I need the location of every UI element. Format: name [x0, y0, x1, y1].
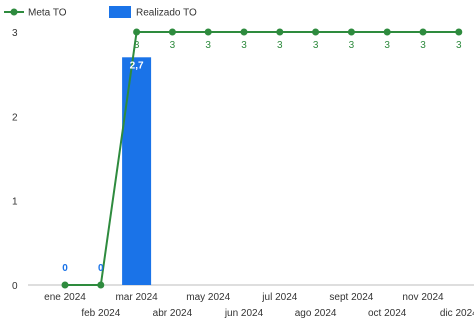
legend-line-marker	[10, 8, 18, 16]
line-point	[312, 28, 320, 36]
bar-data-label: 2,7	[130, 60, 144, 71]
line-point	[347, 28, 355, 36]
line-data-label: 3	[313, 40, 319, 51]
line-series	[61, 28, 463, 289]
y-tick-label: 0	[12, 281, 18, 292]
legend-bar-swatch	[109, 6, 131, 18]
y-tick-label: 2	[12, 112, 18, 123]
line-point	[383, 28, 391, 36]
bar-series	[122, 57, 152, 285]
x-tick-label: jul 2024	[261, 292, 297, 303]
line-data-label: 0	[98, 263, 104, 274]
line-data-label: 3	[277, 40, 283, 51]
line-point	[240, 28, 248, 36]
x-tick-label: may 2024	[186, 292, 230, 303]
legend-label-meta-to: Meta TO	[28, 8, 67, 19]
x-tick-label: nov 2024	[402, 292, 444, 303]
line-point	[168, 28, 176, 36]
line-data-label: 3	[349, 40, 355, 51]
line-data-label: 3	[420, 40, 426, 51]
line-point	[204, 28, 212, 36]
line-point	[61, 281, 69, 289]
line-data-label: 3	[134, 40, 140, 51]
line-data-label: 3	[384, 40, 390, 51]
x-tick-label: ago 2024	[295, 308, 337, 319]
line-data-label: 3	[170, 40, 176, 51]
y-tick-label: 3	[12, 28, 18, 39]
line-point	[455, 28, 463, 36]
legend: Meta TO Realizado TO	[4, 6, 197, 19]
line-point	[419, 28, 427, 36]
x-tick-label: feb 2024	[81, 308, 120, 319]
data-labels: 0 0 3 3 3 3 3 3 3 3 3 3 2,7	[62, 40, 462, 274]
y-axis: 0 1 2 3	[12, 28, 18, 292]
line-data-label: 0	[62, 263, 68, 274]
line-data-label: 3	[241, 40, 247, 51]
x-axis: ene 2024 feb 2024 mar 2024 abr 2024 may 2024…	[28, 284, 474, 319]
line-point	[133, 28, 141, 36]
line-point	[97, 281, 105, 289]
x-tick-label: jun 2024	[224, 308, 264, 319]
legend-label-realizado-to: Realizado TO	[136, 8, 197, 19]
x-tick-label: mar 2024	[115, 292, 158, 303]
x-tick-label: ene 2024	[44, 292, 86, 303]
line-data-label: 3	[456, 40, 462, 51]
meta-to-line	[65, 31, 459, 286]
x-tick-label: dic 2024	[440, 308, 474, 319]
line-point	[276, 28, 284, 36]
x-tick-label: sept 2024	[329, 292, 373, 303]
line-data-label: 3	[205, 40, 211, 51]
y-tick-label: 1	[12, 197, 18, 208]
x-tick-label: oct 2024	[368, 308, 407, 319]
bar	[122, 57, 152, 285]
x-tick-label: abr 2024	[153, 308, 193, 319]
